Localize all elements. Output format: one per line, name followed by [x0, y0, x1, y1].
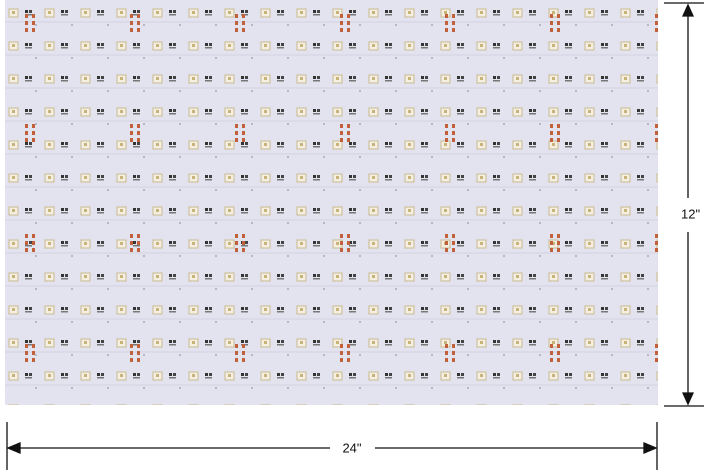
arrow-head	[681, 3, 695, 17]
led-panel-photo	[5, 0, 658, 405]
arrow-head	[6, 442, 21, 454]
arrow-head	[643, 442, 658, 454]
arrow-head	[681, 392, 695, 406]
height-dimension	[664, 2, 704, 407]
width-dimension	[6, 422, 658, 470]
width-label: 24"	[342, 440, 361, 455]
resistor-array	[5, 0, 658, 405]
height-label: 12"	[681, 206, 700, 221]
